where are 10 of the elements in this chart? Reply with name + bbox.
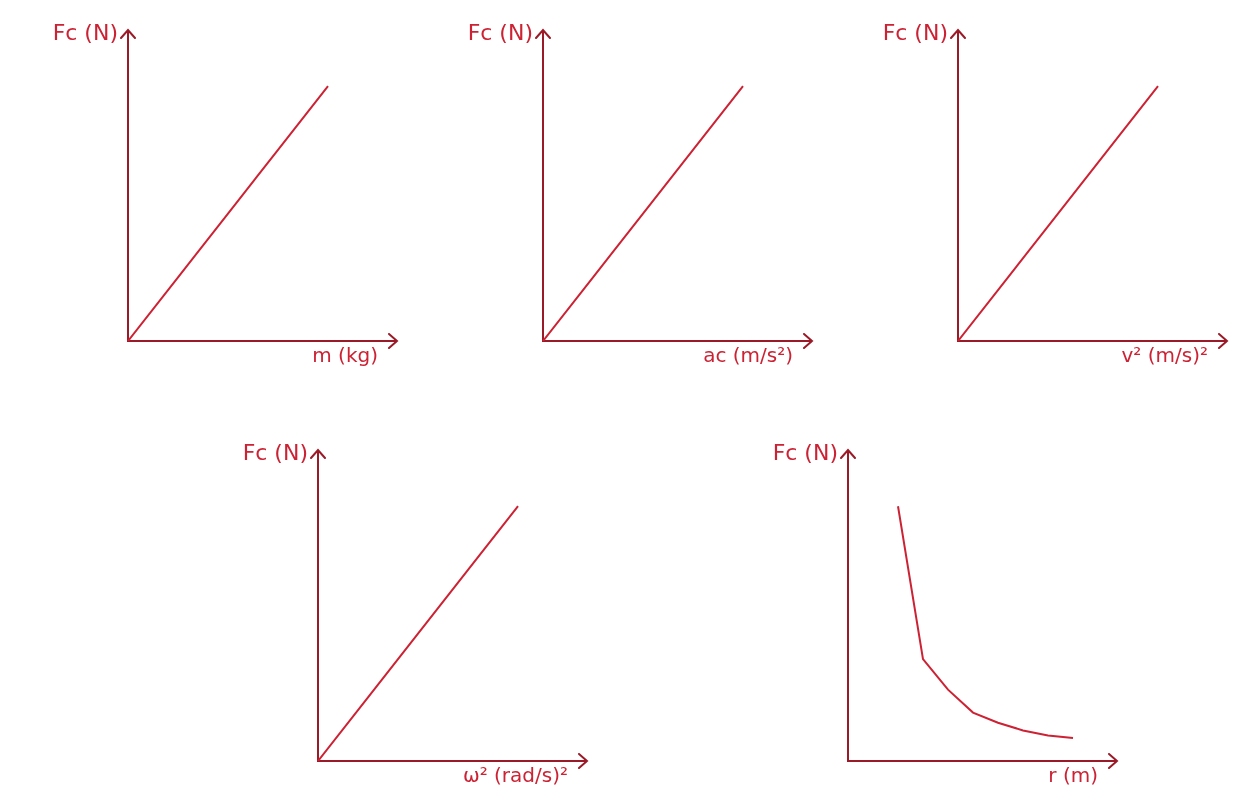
x-axis-title: m (kg) bbox=[312, 343, 378, 368]
y-axis-title: Fc (N) bbox=[772, 439, 838, 465]
y-axis-title: Fc (N) bbox=[882, 19, 948, 45]
x-axis-title: r (m) bbox=[1048, 763, 1098, 788]
y-axis-title: Fc (N) bbox=[242, 439, 308, 465]
x-axis-title: ω² (rad/s)² bbox=[462, 763, 568, 788]
y-axis-title: Fc (N) bbox=[52, 19, 118, 45]
x-axis-title: ac (m/s²) bbox=[703, 343, 793, 368]
y-axis-title: Fc (N) bbox=[467, 19, 533, 45]
x-axis-title: v² (m/s)² bbox=[1121, 343, 1208, 368]
